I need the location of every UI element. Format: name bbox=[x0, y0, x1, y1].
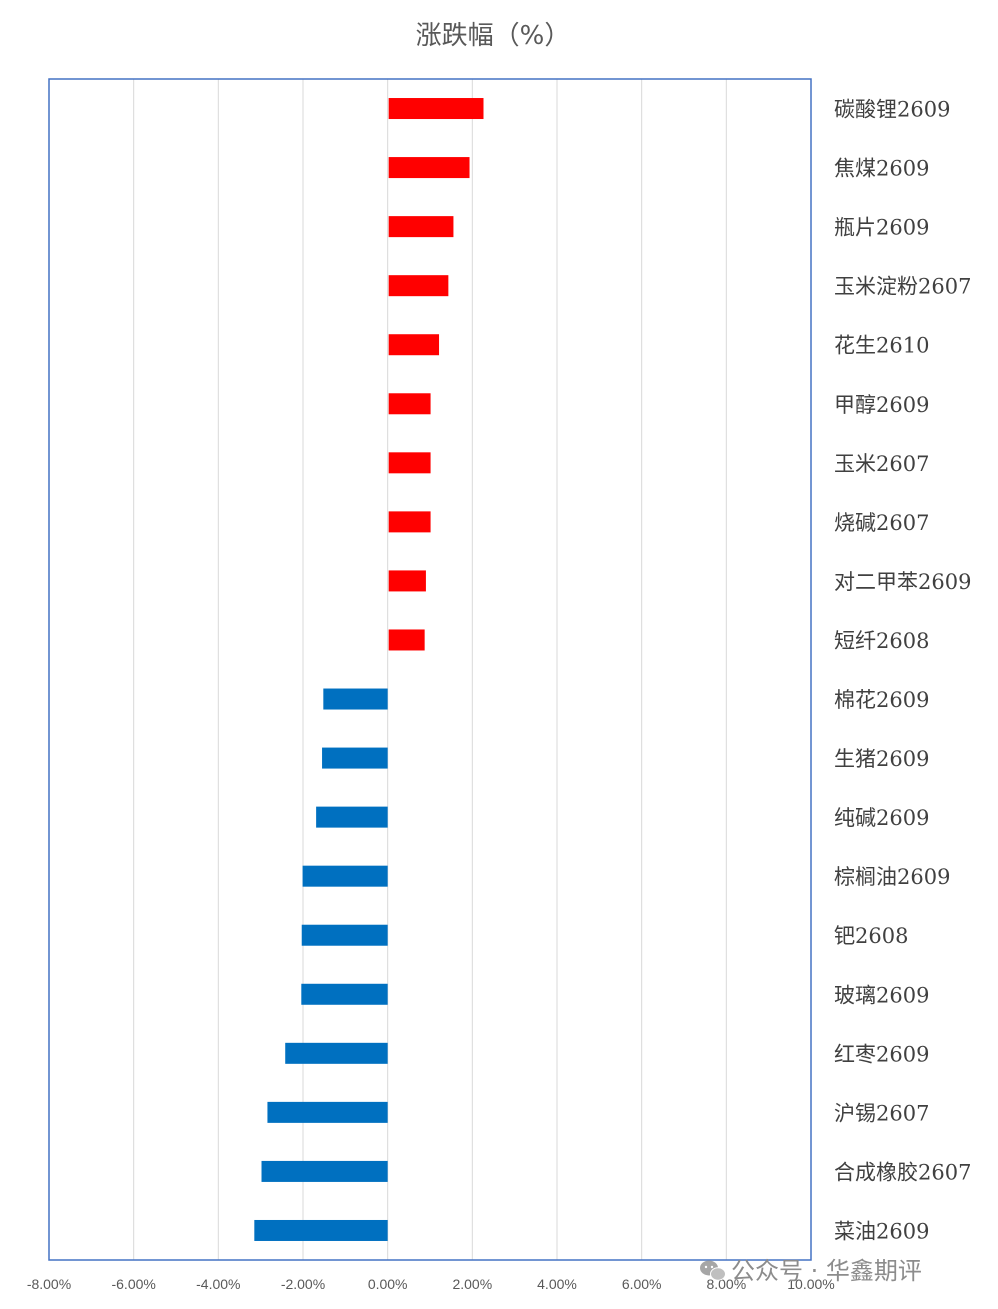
category-label: 钯2608 bbox=[834, 924, 908, 948]
bar bbox=[285, 1042, 388, 1064]
bar bbox=[388, 216, 454, 238]
gridlines bbox=[133, 79, 727, 1260]
bar bbox=[261, 1160, 388, 1182]
bar bbox=[388, 275, 449, 297]
category-label: 玉米淀粉2607 bbox=[834, 275, 971, 299]
category-label: 甲醇2609 bbox=[834, 393, 929, 417]
category-label: 花生2610 bbox=[834, 334, 929, 358]
category-label: 棉花2609 bbox=[834, 688, 929, 712]
bar bbox=[388, 393, 431, 415]
x-tick-label: 6.00% bbox=[622, 1276, 662, 1292]
category-label: 红枣2609 bbox=[834, 1042, 929, 1066]
bar bbox=[301, 983, 388, 1005]
x-tick-label: 4.00% bbox=[537, 1276, 577, 1292]
category-label: 烧碱2607 bbox=[834, 511, 929, 535]
category-label: 短纤2608 bbox=[834, 629, 929, 653]
x-tick-label: -8.00% bbox=[27, 1276, 71, 1292]
category-label: 沪锡2607 bbox=[834, 1101, 929, 1125]
bar bbox=[388, 334, 440, 356]
bar bbox=[388, 452, 431, 474]
bar bbox=[388, 511, 431, 533]
x-tick-label: -6.00% bbox=[111, 1276, 155, 1292]
bar bbox=[322, 747, 388, 769]
category-labels: 碳酸锂2609 焦煤2609 瓶片2609 玉米淀粉2607 花生2610 甲醇2609 玉… bbox=[834, 98, 971, 1244]
category-label: 纯碱2609 bbox=[834, 806, 929, 830]
category-label: 玻璃2609 bbox=[834, 983, 929, 1007]
x-tick-label: 10.00% bbox=[787, 1276, 834, 1292]
plot-frame bbox=[48, 78, 812, 1261]
watermark-text: 公众号 · 华鑫期评 bbox=[731, 1257, 922, 1285]
bars bbox=[254, 98, 484, 1241]
category-label: 菜油2609 bbox=[834, 1219, 929, 1243]
bar bbox=[302, 865, 388, 887]
x-tick-label: -2.00% bbox=[281, 1276, 325, 1292]
bar bbox=[267, 1101, 388, 1123]
category-label: 碳酸锂2609 bbox=[834, 98, 950, 122]
bar bbox=[316, 806, 388, 828]
bar bbox=[301, 924, 388, 946]
bar bbox=[323, 688, 388, 710]
bar bbox=[254, 1219, 388, 1241]
bar bbox=[388, 570, 426, 592]
x-tick-label: -4.00% bbox=[196, 1276, 240, 1292]
category-label: 玉米2607 bbox=[834, 452, 929, 476]
bar bbox=[388, 157, 470, 179]
category-label: 合成橡胶2607 bbox=[834, 1160, 971, 1184]
chart-title: 涨跌幅（%） bbox=[416, 21, 571, 51]
category-label: 生猪2609 bbox=[834, 747, 929, 771]
watermark: 公众号 · 华鑫期评 bbox=[700, 1257, 922, 1285]
category-label: 焦煤2609 bbox=[834, 157, 929, 181]
bar bbox=[388, 629, 425, 651]
category-label: 对二甲苯2609 bbox=[834, 570, 971, 594]
x-tick-label: 2.00% bbox=[452, 1276, 492, 1292]
bar bbox=[388, 98, 484, 120]
category-label: 瓶片2609 bbox=[834, 216, 929, 240]
x-tick-label: 0.00% bbox=[368, 1276, 408, 1292]
category-label: 棕榈油2609 bbox=[834, 865, 950, 889]
wechat-icon bbox=[700, 1260, 726, 1281]
